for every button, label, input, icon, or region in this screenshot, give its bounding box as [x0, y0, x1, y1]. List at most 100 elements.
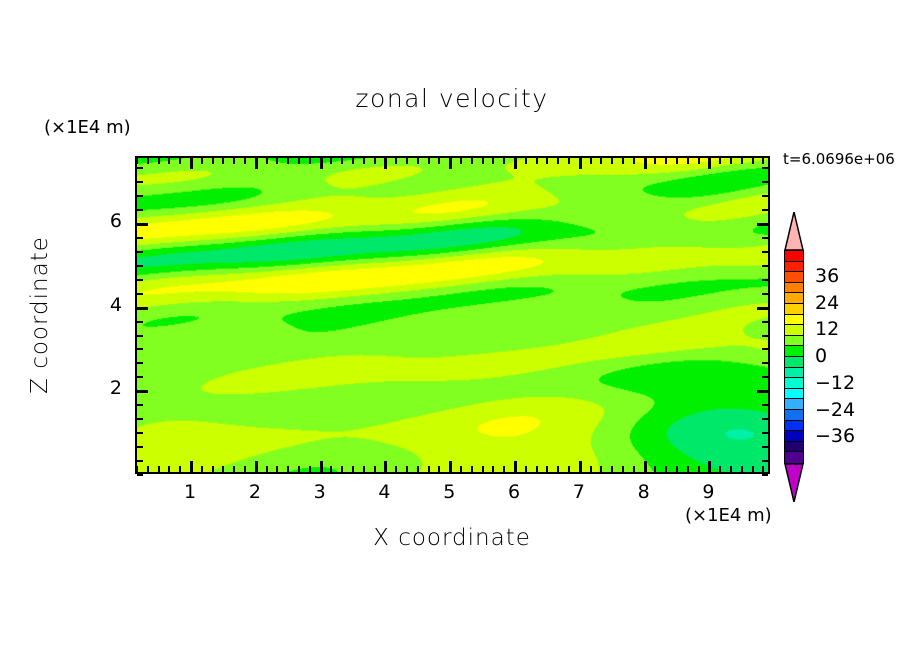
x-major-tick-top [384, 158, 387, 169]
colorbar-band [785, 346, 803, 357]
x-minor-tick-top [276, 158, 278, 164]
x-minor-tick-top [212, 158, 214, 164]
x-minor-tick [762, 466, 764, 472]
x-minor-tick-top [233, 158, 235, 164]
colorbar-tick-label: −12 [815, 371, 856, 394]
y-minor-tick-right [762, 195, 768, 197]
y-minor-tick [137, 418, 143, 420]
x-minor-tick [741, 466, 743, 472]
y-minor-tick-right [762, 376, 768, 378]
x-tick-label: 5 [443, 481, 456, 503]
y-minor-tick [137, 432, 143, 434]
x-minor-tick [244, 466, 246, 472]
y-minor-tick-right [762, 251, 768, 253]
x-minor-tick [309, 466, 311, 472]
colorbar-tick-label: 24 [815, 291, 840, 314]
y-minor-tick [137, 279, 143, 281]
x-tick-label: 2 [248, 481, 261, 503]
x-tick-label: 1 [184, 481, 197, 503]
x-minor-tick [363, 466, 365, 472]
colorbar-tick-label: 36 [815, 264, 840, 287]
x-minor-tick [168, 466, 170, 472]
zonal-velocity-field [137, 158, 768, 472]
y-major-tick-right [757, 307, 768, 310]
x-tick-label: 6 [508, 481, 521, 503]
y-major-tick-right [757, 223, 768, 226]
x-minor-tick [492, 466, 494, 472]
colorbar-under-arrow-icon [784, 463, 804, 502]
colorbar-band [785, 388, 803, 400]
x-major-tick-top [708, 158, 711, 169]
x-major-tick-top [514, 158, 517, 169]
x-minor-tick-top [428, 158, 430, 164]
x-minor-tick [374, 466, 376, 472]
x-minor-tick [136, 466, 138, 472]
x-minor-tick [212, 466, 214, 472]
x-minor-tick-top [568, 158, 570, 164]
x-minor-tick [557, 466, 559, 472]
x-minor-tick-top [611, 158, 613, 164]
x-minor-tick [622, 466, 624, 472]
x-minor-tick [752, 466, 754, 472]
y-minor-tick-right [762, 432, 768, 434]
x-minor-tick [417, 466, 419, 472]
x-minor-tick-top [287, 158, 289, 164]
x-minor-tick [352, 466, 354, 472]
x-minor-tick [687, 466, 689, 472]
x-minor-tick-top [676, 158, 678, 164]
x-minor-tick [633, 466, 635, 472]
y-minor-tick [137, 460, 143, 462]
colorbar-bands [784, 250, 804, 464]
x-minor-tick [395, 466, 397, 472]
x-minor-tick [665, 466, 667, 472]
y-minor-tick-right [762, 209, 768, 211]
colorbar-band [785, 441, 803, 453]
x-minor-tick-top [492, 158, 494, 164]
x-minor-tick-top [654, 158, 656, 164]
x-minor-tick [438, 466, 440, 472]
x-minor-tick-top [330, 158, 332, 164]
x-minor-tick [568, 466, 570, 472]
x-minor-tick [341, 466, 343, 472]
colorbar-band [785, 409, 803, 421]
colorbar-band [785, 303, 803, 315]
y-minor-tick-right [762, 446, 768, 448]
x-major-tick [708, 461, 711, 472]
x-major-tick-top [449, 158, 452, 169]
x-minor-tick [600, 466, 602, 472]
x-minor-tick [536, 466, 538, 472]
x-minor-tick-top [752, 158, 754, 164]
colorbar-band [785, 282, 803, 294]
x-major-tick-top [190, 158, 193, 169]
x-minor-tick [179, 466, 181, 472]
y-minor-tick-right [762, 279, 768, 281]
x-minor-tick [428, 466, 430, 472]
colorbar-band [785, 325, 803, 336]
x-minor-tick-top [546, 158, 548, 164]
x-minor-tick-top [482, 158, 484, 164]
y-minor-tick-right [762, 293, 768, 295]
x-tick-label: 3 [313, 481, 326, 503]
x-minor-tick [460, 466, 462, 472]
colorbar-tick-label: −36 [815, 425, 856, 448]
x-minor-tick [482, 466, 484, 472]
x-major-tick [320, 461, 323, 472]
y-minor-tick-right [762, 418, 768, 420]
y-minor-tick [137, 167, 143, 169]
y-minor-tick [137, 237, 143, 239]
y-minor-tick [137, 335, 143, 337]
y-minor-tick-right [762, 181, 768, 183]
x-minor-tick [719, 466, 721, 472]
colorbar-band [785, 261, 803, 273]
colorbar-tick-label: −24 [815, 398, 856, 421]
y-tick-label: 6 [109, 209, 122, 232]
x-minor-tick-top [471, 158, 473, 164]
x-minor-tick-top [341, 158, 343, 164]
x-major-tick-top [320, 158, 323, 169]
x-major-tick-top [255, 158, 258, 169]
x-major-tick [579, 461, 582, 472]
x-major-tick [190, 461, 193, 472]
x-tick-label: 9 [702, 481, 715, 503]
x-minor-tick-top [460, 158, 462, 164]
colorbar-band [785, 335, 803, 347]
